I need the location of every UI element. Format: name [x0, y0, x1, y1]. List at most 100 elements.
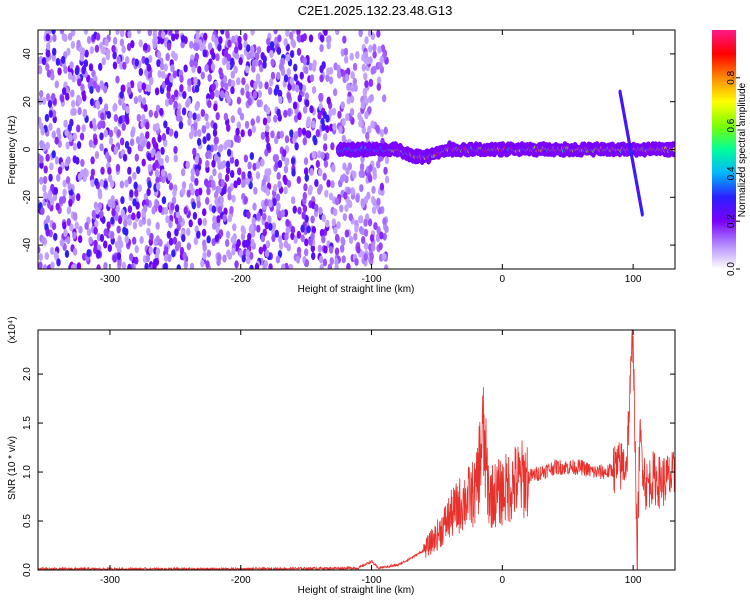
spectrogram-noise-cell	[155, 104, 161, 113]
snr-plot-area	[38, 330, 675, 570]
spectrogram-noise-cell	[160, 146, 165, 155]
spectrogram-noise-cell	[38, 97, 43, 106]
spectrogram-noise-cell	[305, 130, 310, 139]
spectrogram-noise-cell	[312, 59, 317, 68]
spectrogram-noise-cell	[82, 109, 87, 118]
spectrogram-noise-cell	[45, 228, 50, 237]
spectrogram-noise-cell	[211, 34, 216, 43]
spectrogram-noise-cell	[255, 171, 261, 180]
spectrogram-noise-cell	[205, 159, 210, 168]
spectrogram-noise-cell	[99, 178, 104, 187]
colorbar-tick-label: 0.2	[726, 214, 737, 228]
spectrogram-noise-cell	[253, 81, 258, 90]
spectrogram-noise-cell	[147, 71, 152, 80]
spectrogram-noise-cell	[252, 162, 257, 171]
spectrogram-noise-cell	[105, 52, 111, 61]
spectrogram-noise-cell	[299, 71, 304, 80]
spectrogram-noise-cell	[245, 249, 250, 258]
spectrogram-noise-cell	[101, 57, 106, 66]
spectrogram-noise-cell	[206, 235, 211, 244]
spectrogram-noise-cell	[63, 119, 68, 128]
spectrogram-noise-cell	[62, 179, 67, 188]
spectrogram-noise-cell	[262, 117, 268, 126]
spectrogram-noise-cell	[291, 30, 296, 35]
spectrogram-noise-cell	[136, 30, 142, 35]
spectrogram-noise-cell	[112, 36, 118, 45]
spectrogram-noise-cell	[271, 234, 276, 243]
spectrogram-noise-cell	[227, 214, 233, 223]
spectrogram-noise-cell	[189, 262, 195, 269]
spectrogram-noise-cell	[90, 168, 96, 177]
spectrogram-noise-cell	[296, 230, 302, 239]
spectrogram-noise-cell	[303, 183, 308, 192]
spectrogram-noise-cell	[205, 196, 210, 205]
spectrogram-noise-cell	[250, 45, 255, 54]
spectrogram-noise-cell	[239, 112, 245, 121]
spectrogram-noise-cell	[50, 183, 55, 192]
spectrogram-noise-cell	[213, 153, 219, 162]
spectrogram-noise-cell	[262, 263, 267, 269]
spectrogram-noise-cell	[68, 133, 73, 142]
spectrogram-noise-cell	[376, 197, 381, 206]
spectrogram-noise-cell	[211, 83, 216, 92]
spectrogram-noise-cell	[206, 144, 211, 153]
spectrogram-noise-cell	[186, 189, 191, 198]
spectrogram-noise-cell	[277, 210, 282, 219]
x-tick-label: 0	[500, 575, 506, 586]
spectrogram-noise-cell	[115, 30, 120, 36]
spectrogram-noise-cell	[94, 44, 100, 53]
spectrogram-noise-cell	[230, 70, 235, 79]
spectrogram-noise-cell	[280, 57, 285, 66]
spectrogram-noise-cell	[379, 231, 384, 240]
spectrogram-noise-cell	[108, 136, 114, 145]
spectrogram-noise-cell	[95, 206, 100, 215]
spectrogram-noise-cell	[181, 107, 187, 116]
spectrogram-noise-cell	[284, 135, 290, 144]
spectrogram-noise-cell	[345, 113, 350, 122]
spectrogram-noise-cell	[376, 30, 381, 38]
spectrogram-noise-cell	[279, 130, 284, 139]
spectrogram-noise-cell	[367, 106, 372, 115]
spectrogram-noise-cell	[113, 114, 119, 123]
spectrogram-noise-cell	[260, 51, 265, 60]
spectrogram-noise-cell	[99, 234, 105, 243]
spectrogram-noise-cell	[292, 205, 297, 214]
spectrogram-noise-cell	[170, 64, 175, 73]
spectrogram-noise-cell	[121, 122, 126, 131]
spectrogram-noise-cell	[168, 30, 173, 36]
spectrogram-noise-cell	[226, 249, 231, 258]
x-tick-label: -100	[362, 274, 382, 285]
spectrogram-noise-cell	[262, 228, 267, 237]
spectrogram-noise-cell	[134, 58, 139, 67]
spectrogram-noise-cell	[79, 132, 85, 141]
spectrogram-noise-cell	[121, 102, 127, 111]
spectrogram-noise-cell	[170, 33, 176, 42]
spectrogram-noise-cell	[230, 235, 236, 244]
spectrogram-noise-cell	[135, 136, 141, 145]
x-tick-label: 100	[625, 274, 642, 285]
spectrogram-noise-cell	[167, 172, 172, 181]
spectrogram-noise-cell	[220, 179, 225, 188]
spectrogram-noise-cell	[287, 108, 292, 117]
spectrogram-noise-cell	[63, 65, 68, 74]
spectrogram-noise-cell	[241, 77, 246, 86]
spectrogram-noise-cell	[41, 236, 46, 245]
spectrogram-noise-cell	[77, 173, 83, 182]
spectrogram-noise-cell	[233, 65, 238, 74]
spectrogram-noise-cell	[246, 44, 251, 53]
spectrogram-noise-cell	[349, 95, 355, 104]
spectrogram-noise-cell	[297, 94, 302, 103]
spectrogram-noise-cell	[332, 88, 338, 97]
spectrogram-noise-cell	[166, 84, 171, 93]
spectrogram-noise-cell	[212, 168, 217, 177]
spectrogram-noise-cell	[230, 57, 235, 66]
spectrogram-noise-cell	[255, 161, 261, 170]
spectrogram-noise-cell	[293, 114, 299, 123]
spectrogram-noise-cell	[94, 178, 99, 187]
spectrogram-noise-cell	[136, 166, 141, 175]
spectrogram-noise-cell	[141, 139, 146, 148]
spectrogram-noise-cell	[370, 66, 375, 75]
spectrogram-noise-cell	[347, 162, 352, 171]
spectrogram-noise-cell	[246, 238, 251, 247]
spectrogram-noise-cell	[319, 34, 325, 43]
